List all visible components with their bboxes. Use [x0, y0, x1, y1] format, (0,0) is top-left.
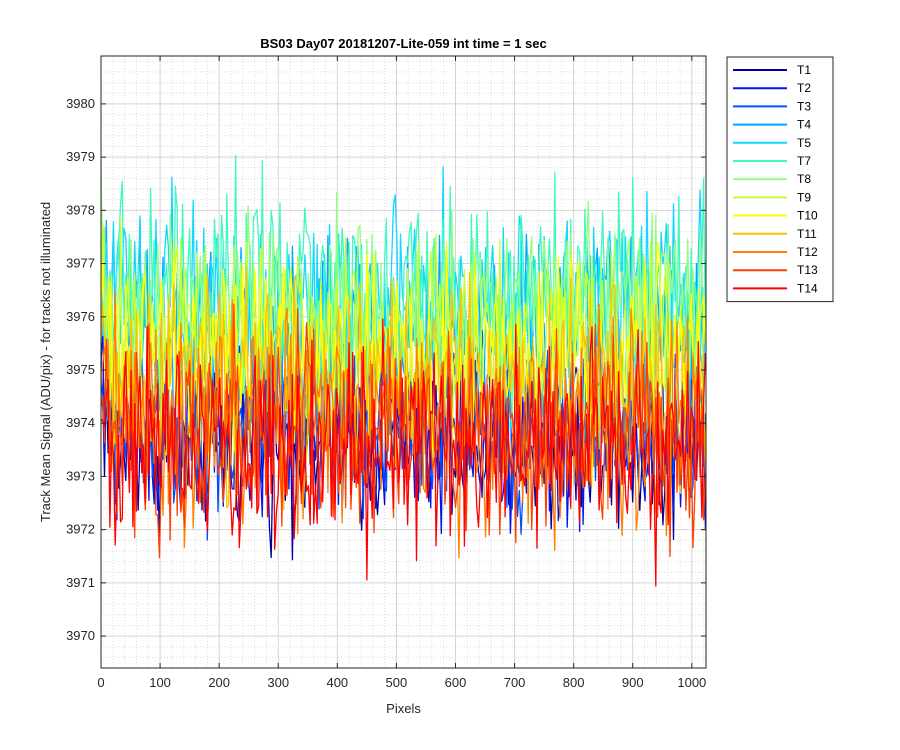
y-tick-label: 3979 [66, 149, 95, 164]
series-group [100, 154, 707, 587]
y-tick-label: 3973 [66, 468, 95, 483]
y-tick-label: 3971 [66, 575, 95, 590]
y-tick-label: 3975 [66, 362, 95, 377]
legend-label-t3: T3 [797, 99, 811, 113]
legend-label-t2: T2 [797, 81, 811, 95]
x-tick-label: 0 [97, 675, 104, 690]
x-axis-label: Pixels [386, 701, 421, 716]
x-tick-label: 900 [622, 675, 644, 690]
x-tick-label: 1000 [677, 675, 706, 690]
legend-label-t8: T8 [797, 172, 811, 186]
series-line-t7 [100, 154, 707, 423]
y-tick-label: 3978 [66, 202, 95, 217]
legend-label-t7: T7 [797, 154, 811, 168]
legend-label-t10: T10 [797, 209, 818, 223]
series-line-t14 [100, 318, 707, 587]
legend-label-t13: T13 [797, 263, 818, 277]
x-tick-label: 200 [208, 675, 230, 690]
y-tick-label: 3972 [66, 522, 95, 537]
y-tick-label: 3976 [66, 309, 95, 324]
x-tick-label: 600 [445, 675, 467, 690]
legend-label-t4: T4 [797, 118, 811, 132]
x-tick-label: 100 [149, 675, 171, 690]
legend-label-t1: T1 [797, 63, 811, 77]
legend: T1 T2 T3 T4 T5 T7 T8 T9 T10 T11 T12 T13 T14 [726, 56, 834, 303]
y-tick-label: 3970 [66, 628, 95, 643]
legend-label-t12: T12 [797, 245, 818, 259]
chart-title: BS03 Day07 20181207-Lite-059 int time = … [260, 36, 547, 51]
y-axis-label: Track Mean Signal (ADU/pix) - for tracks… [38, 202, 53, 522]
plot-frame [100, 55, 707, 669]
legend-label-t5: T5 [797, 136, 811, 150]
x-tick-label: 800 [563, 675, 585, 690]
x-tick-label: 700 [504, 675, 526, 690]
legend-label-t9: T9 [797, 190, 811, 204]
y-tick-label: 3977 [66, 256, 95, 271]
y-tick-label: 3980 [66, 96, 95, 111]
legend-label-t11: T11 [797, 227, 817, 241]
axis-ticks: 0 100 200 300 400 500 600 700 800 900 1000 3970 3971… [66, 56, 706, 690]
y-tick-label: 3974 [66, 415, 95, 430]
x-tick-label: 400 [326, 675, 348, 690]
x-tick-label: 500 [386, 675, 408, 690]
x-tick-label: 300 [267, 675, 289, 690]
legend-label-t14: T14 [797, 281, 818, 295]
